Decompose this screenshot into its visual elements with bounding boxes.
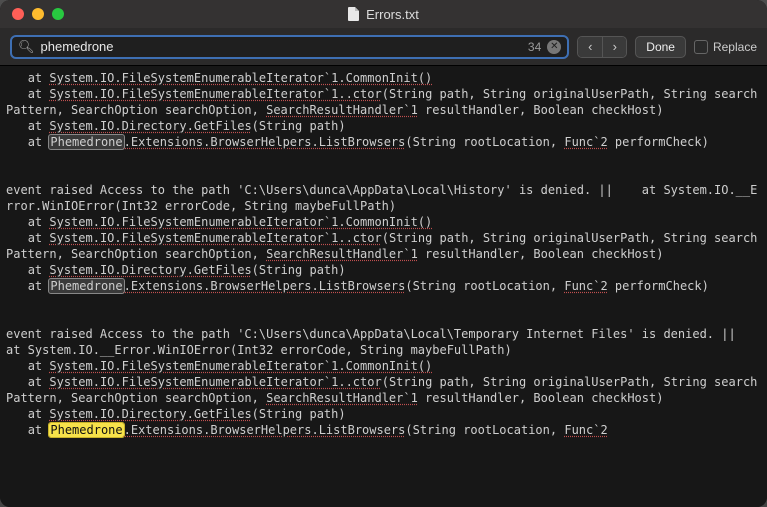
- line: event raised Access to the path 'C:\User…: [6, 327, 765, 357]
- text-editor-window: Errors.txt 🔍︎ 34 ✕ ‹ › Done Replace at S…: [0, 0, 767, 507]
- find-nav-group: ‹ ›: [577, 36, 627, 58]
- title-wrap: Errors.txt: [0, 7, 767, 22]
- line: event raised Access to the path 'C:\User…: [6, 183, 757, 213]
- line: at System.IO.FileSystemEnumerableIterato…: [6, 231, 757, 261]
- find-bar: 🔍︎ 34 ✕ ‹ › Done Replace: [0, 28, 767, 66]
- line: at System.IO.Directory.GetFiles(String p…: [6, 119, 346, 133]
- line: at System.IO.FileSystemEnumerableIterato…: [6, 375, 757, 405]
- search-hit-active: Phemedrone: [49, 423, 123, 437]
- search-hit: Phemedrone: [49, 279, 123, 293]
- replace-checkbox[interactable]: [694, 40, 708, 54]
- line: at Phemedrone.Extensions.BrowserHelpers.…: [6, 135, 709, 149]
- search-icon: 🔍︎: [18, 39, 35, 55]
- replace-label: Replace: [713, 40, 757, 54]
- window-title: Errors.txt: [366, 7, 419, 22]
- line: at System.IO.FileSystemEnumerableIterato…: [6, 87, 757, 117]
- clear-search-button[interactable]: ✕: [547, 40, 561, 54]
- line: at System.IO.Directory.GetFiles(String p…: [6, 407, 346, 421]
- line: at Phemedrone.Extensions.BrowserHelpers.…: [6, 423, 608, 437]
- replace-toggle[interactable]: Replace: [694, 40, 757, 54]
- document-icon: [348, 7, 360, 21]
- minimize-icon[interactable]: [32, 8, 44, 20]
- find-prev-button[interactable]: ‹: [578, 37, 602, 57]
- search-field-wrap[interactable]: 🔍︎ 34 ✕: [10, 35, 569, 59]
- done-button[interactable]: Done: [635, 36, 686, 58]
- line: at System.IO.FileSystemEnumerableIterato…: [6, 359, 432, 373]
- line: at System.IO.FileSystemEnumerableIterato…: [6, 215, 432, 229]
- text-content[interactable]: at System.IO.FileSystemEnumerableIterato…: [0, 66, 767, 507]
- line: at Phemedrone.Extensions.BrowserHelpers.…: [6, 279, 709, 293]
- line: at System.IO.FileSystemEnumerableIterato…: [6, 71, 432, 85]
- close-icon[interactable]: [12, 8, 24, 20]
- search-input[interactable]: [41, 39, 522, 54]
- match-count: 34: [528, 40, 541, 54]
- traffic-lights: [12, 8, 64, 20]
- search-hit: Phemedrone: [49, 135, 123, 149]
- find-next-button[interactable]: ›: [602, 37, 626, 57]
- maximize-icon[interactable]: [52, 8, 64, 20]
- titlebar[interactable]: Errors.txt: [0, 0, 767, 28]
- line: at System.IO.Directory.GetFiles(String p…: [6, 263, 346, 277]
